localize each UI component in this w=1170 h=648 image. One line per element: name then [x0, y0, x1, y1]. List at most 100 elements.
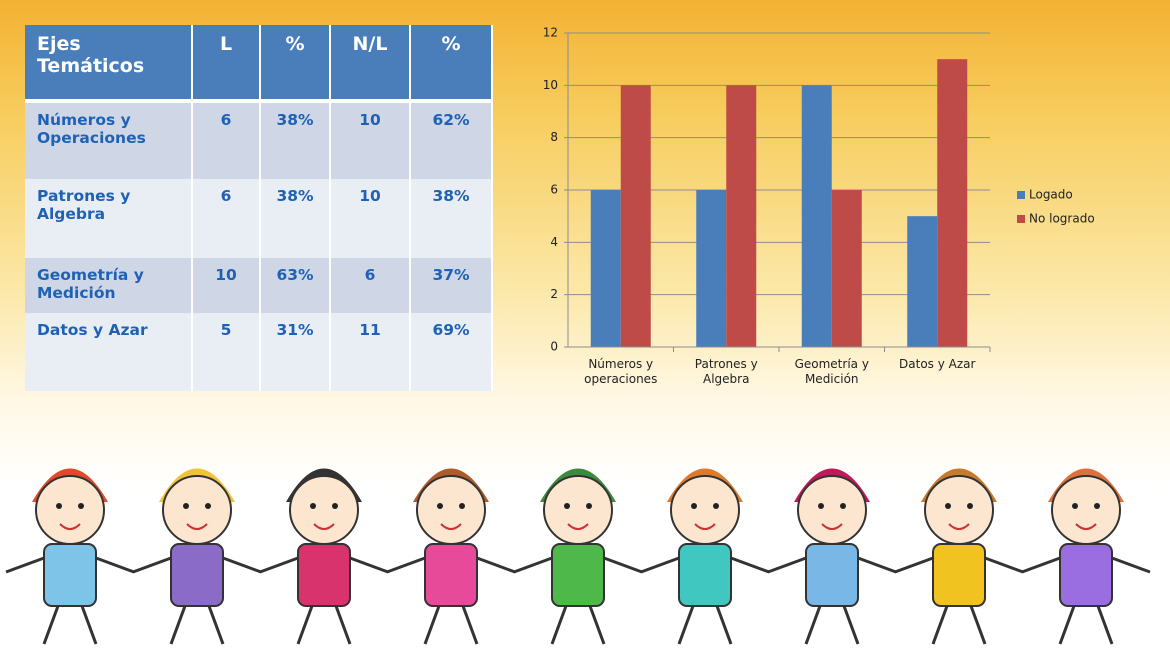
child-leg [80, 605, 98, 645]
child-body [43, 543, 97, 607]
child-arm [857, 556, 897, 574]
child-eye [56, 503, 62, 509]
bar [831, 190, 862, 347]
child-arm [259, 556, 299, 574]
bar [696, 190, 727, 347]
child-figure [132, 468, 262, 645]
child-eye [332, 503, 338, 509]
child-arm [603, 556, 643, 574]
x-tick-label: Patrones y Algebra [694, 357, 758, 386]
y-tick-label: 12 [543, 26, 558, 40]
child-leg [550, 605, 568, 645]
child-head [162, 475, 232, 545]
header-cell: % [410, 25, 493, 103]
child-eye [818, 503, 824, 509]
child-leg [42, 605, 60, 645]
child-body [1059, 543, 1113, 607]
child-body [297, 543, 351, 607]
bar [620, 85, 651, 347]
table-cell: 10 [330, 179, 411, 258]
bar [937, 59, 968, 348]
table-cell: 11 [330, 313, 411, 391]
table-cell: 62% [410, 101, 493, 179]
x-tick-label: Geometría y Medición [794, 357, 869, 386]
table-cell: 63% [260, 258, 331, 313]
bar [590, 190, 621, 347]
child-figure [1021, 468, 1151, 645]
child-figure [894, 468, 1024, 645]
child-leg [1096, 605, 1114, 645]
child-leg [334, 605, 352, 645]
child-eye [945, 503, 951, 509]
child-leg [207, 605, 225, 645]
child-eye [1072, 503, 1078, 509]
child-figure [640, 468, 770, 645]
child-body [805, 543, 859, 607]
child-head [797, 475, 867, 545]
child-mouth [186, 523, 208, 530]
table-row: Números y Operaciones 6 38% 10 62% [25, 101, 493, 179]
child-mouth [440, 523, 462, 530]
child-figure [5, 468, 135, 645]
table-cell: 10 [330, 101, 411, 179]
table-cell: 10 [192, 258, 261, 313]
child-figure [513, 468, 643, 645]
child-body [678, 543, 732, 607]
y-tick-label: 0 [550, 340, 558, 354]
legend-label: No logrado [1029, 212, 1095, 226]
child-leg [969, 605, 987, 645]
table-cell: 37% [410, 258, 493, 313]
table-cell: 6 [192, 179, 261, 258]
child-leg [842, 605, 860, 645]
child-head [35, 475, 105, 545]
bar [801, 85, 832, 347]
child-eye [437, 503, 443, 509]
table-cell: Geometría y Medición [25, 258, 193, 313]
legend-label: Logado [1029, 188, 1073, 202]
chart-area: 0 2 4 6 8 10 12 Logado No logrado Números y oper… [520, 20, 1160, 400]
y-tick-label: 8 [550, 130, 558, 144]
child-mouth [313, 523, 335, 530]
legend-swatch [1017, 191, 1025, 199]
table-cell: 38% [260, 179, 331, 258]
child-arm [349, 556, 389, 574]
child-leg [715, 605, 733, 645]
child-leg [461, 605, 479, 645]
child-leg [804, 605, 822, 645]
table-cell: Patrones y Algebra [25, 179, 193, 258]
x-tick-label: Números y operaciones [584, 357, 658, 386]
header-cell: N/L [330, 25, 411, 103]
child-head [289, 475, 359, 545]
child-eye [205, 503, 211, 509]
child-figure [767, 468, 897, 645]
table-cell: 38% [410, 179, 493, 258]
child-mouth [567, 523, 589, 530]
child-eye [840, 503, 846, 509]
table-cell: 38% [260, 101, 331, 179]
child-figure [259, 468, 389, 645]
illustration [5, 468, 1151, 645]
table-row: Datos y Azar 5 31% 11 69% [25, 313, 493, 391]
y-tick-label: 6 [550, 183, 558, 197]
chart: 0 2 4 6 8 10 12 Logado No logrado [543, 26, 1095, 354]
child-arm [984, 556, 1024, 574]
y-tick-label: 2 [550, 287, 558, 301]
child-mouth [948, 523, 970, 530]
child-mouth [1075, 523, 1097, 530]
child-body [170, 543, 224, 607]
child-mouth [59, 523, 81, 530]
child-mouth [694, 523, 716, 530]
child-eye [1094, 503, 1100, 509]
data-table: Ejes Temáticos L% N/L% Números y Operacion… [25, 25, 493, 391]
child-head [1051, 475, 1121, 545]
child-eye [459, 503, 465, 509]
x-tick-label: Datos y Azar [899, 357, 976, 371]
y-tick-label: 10 [543, 78, 558, 92]
child-arm [513, 556, 553, 574]
child-eye [713, 503, 719, 509]
child-leg [588, 605, 606, 645]
child-body [932, 543, 986, 607]
child-arm [1111, 556, 1151, 574]
child-head [924, 475, 994, 545]
